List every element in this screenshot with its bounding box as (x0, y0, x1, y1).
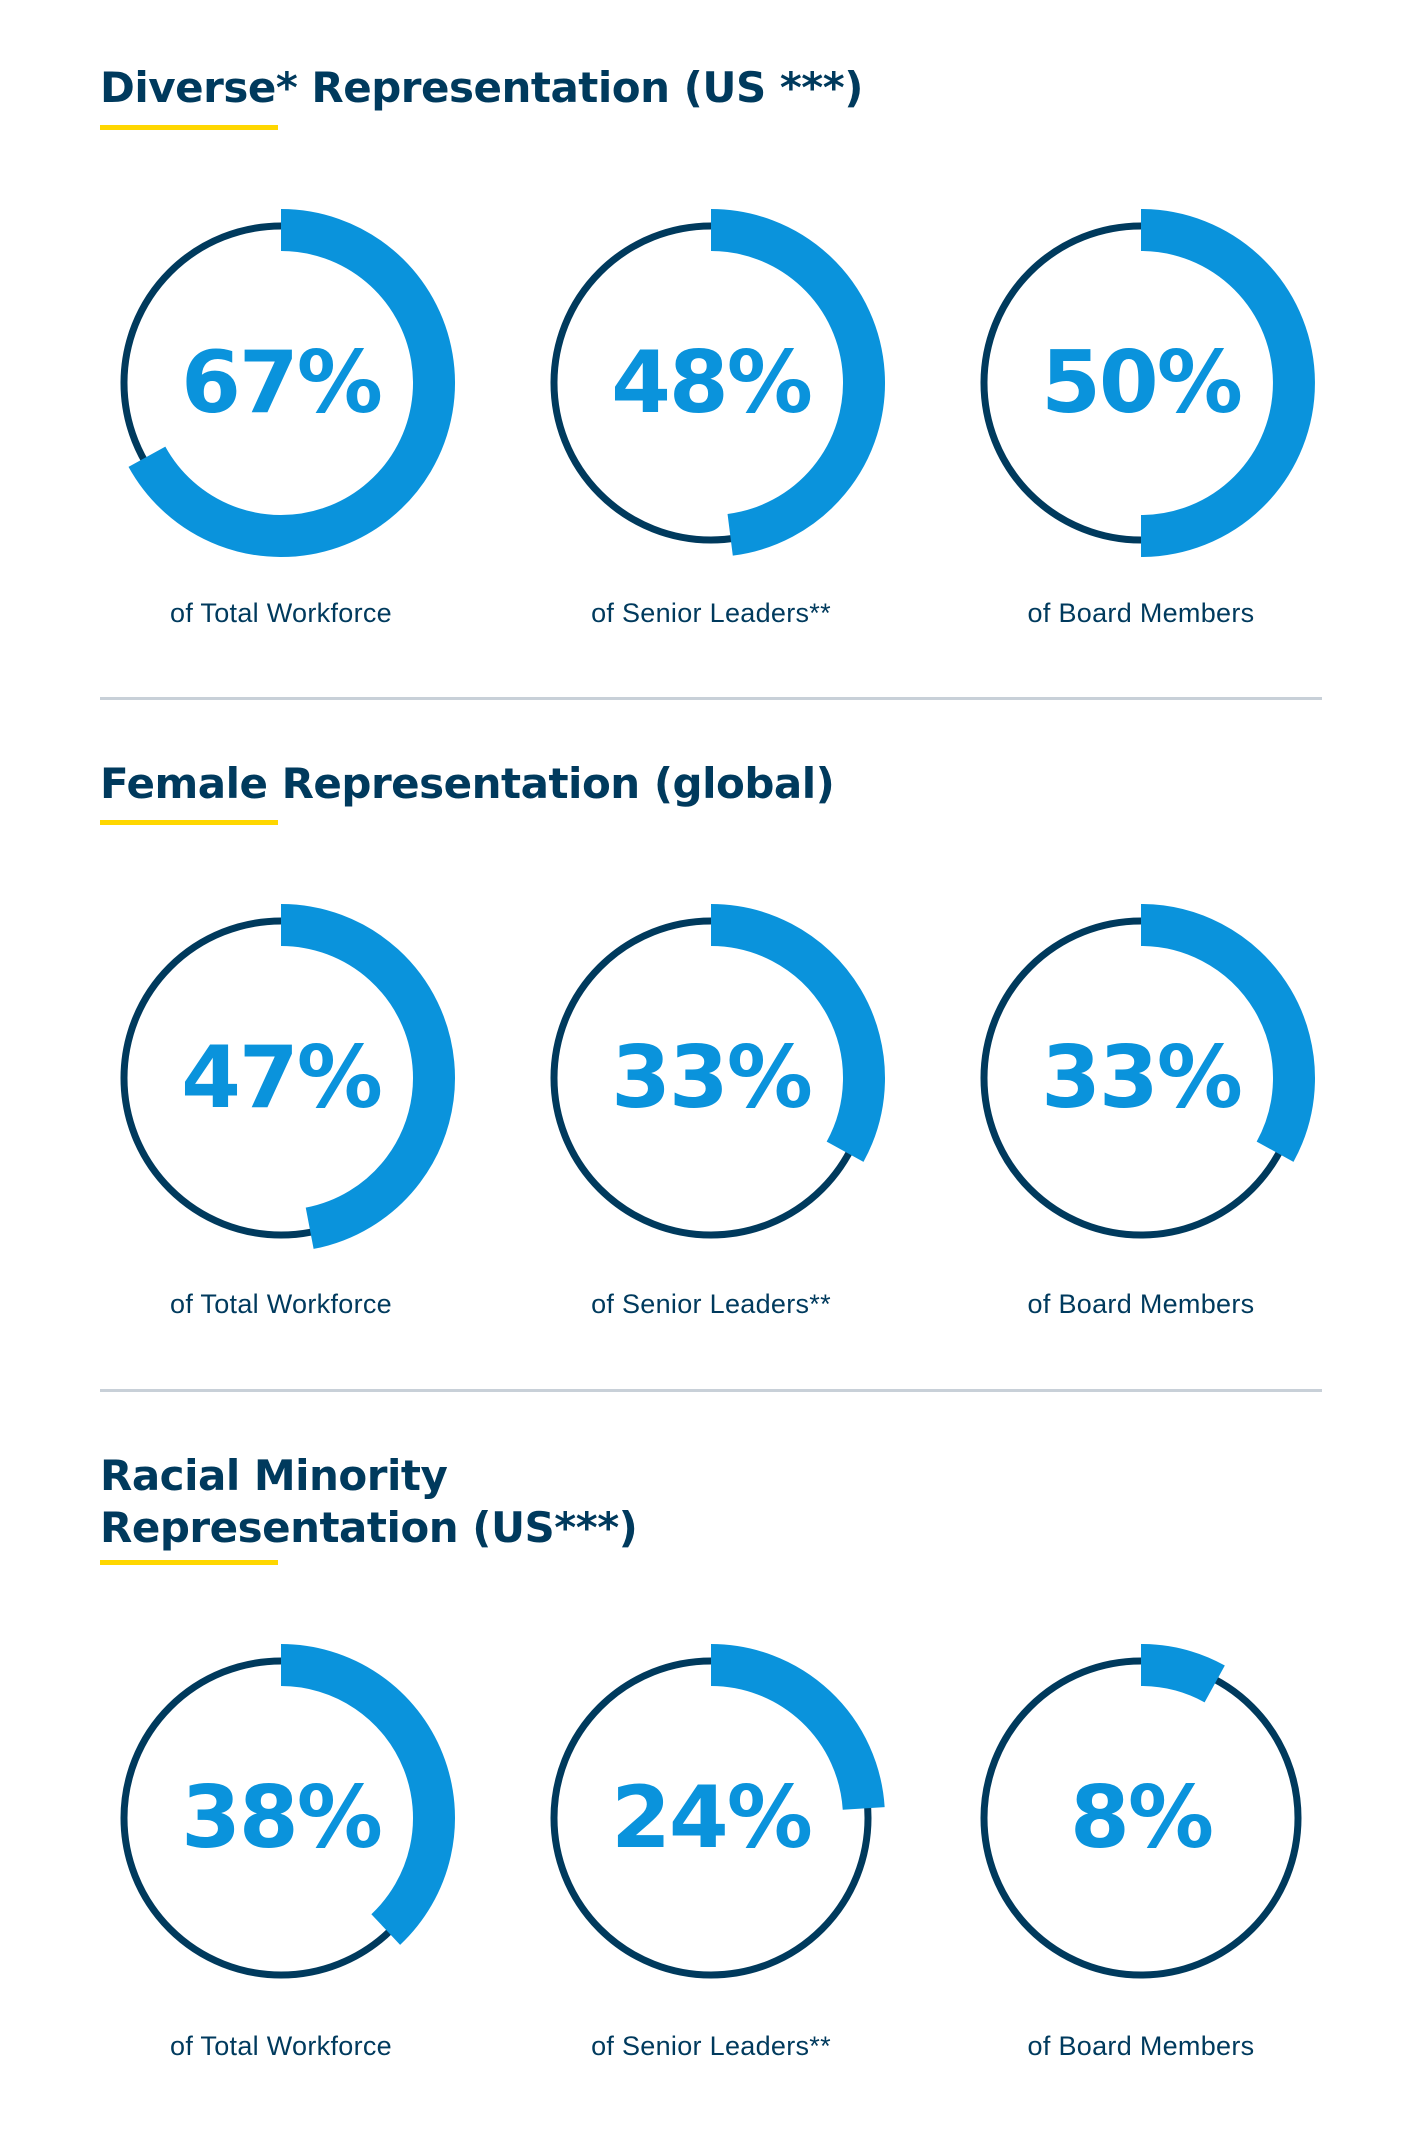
donut-value-arc (1140, 904, 1315, 1162)
donut-label: of Total Workforce (170, 1289, 392, 1319)
donut-percentage: 8% (1069, 1768, 1214, 1868)
donut-chart: 47% (101, 898, 461, 1258)
donut-percentage: 24% (611, 1768, 813, 1868)
donut-label: of Senior Leaders** (591, 2031, 831, 2061)
donut-chart: 67% (101, 203, 461, 563)
donut-svg (120, 209, 455, 557)
donut-chart: 8% (961, 1638, 1321, 1998)
donut-value-arc (280, 1644, 455, 1945)
donut-svg (550, 209, 885, 556)
donut-chart: 38% (101, 1638, 461, 1998)
donut-svg (980, 209, 1315, 557)
donut-label: of Board Members (1027, 1289, 1255, 1319)
donut-percentage: 67% (181, 333, 383, 433)
donut-value-arc (1140, 1644, 1225, 1703)
donut-svg (550, 1644, 885, 1979)
donut-label: of Senior Leaders** (591, 598, 831, 628)
section-title: Racial Minority Representation (US***) (100, 1450, 1100, 1554)
donut-value-arc (280, 904, 455, 1249)
donut-label: of Total Workforce (170, 598, 392, 628)
section-title: Diverse* Representation (US ***) (100, 63, 863, 112)
donut-label: of Total Workforce (170, 2031, 392, 2061)
donut-svg (120, 904, 455, 1249)
donut-chart: 24% (531, 1638, 891, 1998)
donut-label: of Board Members (1027, 2031, 1255, 2061)
donut-value-arc (710, 904, 885, 1162)
title-underline (100, 125, 278, 130)
section-title-line: Racial Minority (100, 1451, 448, 1500)
section-divider (100, 697, 1322, 700)
donut-chart: 48% (531, 203, 891, 563)
donut-svg (550, 904, 885, 1239)
donut-percentage: 50% (1041, 333, 1243, 433)
donut-svg (120, 1644, 455, 1979)
donut-percentage: 33% (611, 1028, 813, 1128)
donut-chart: 33% (531, 898, 891, 1258)
section-title-line: Representation (US***) (100, 1503, 638, 1552)
donut-percentage: 48% (611, 333, 813, 433)
donut-value-arc (710, 1644, 885, 1811)
donut-value-arc (128, 209, 455, 557)
section-divider (100, 1389, 1322, 1392)
donut-percentage: 33% (1041, 1028, 1243, 1128)
title-underline (100, 1560, 278, 1565)
donut-value-arc (1140, 209, 1315, 557)
title-underline (100, 820, 278, 825)
section-title: Female Representation (global) (100, 759, 835, 808)
donut-svg (980, 1644, 1302, 1979)
donut-value-arc (710, 209, 885, 556)
donut-percentage: 38% (181, 1768, 383, 1868)
donut-percentage: 47% (181, 1028, 383, 1128)
donut-label: of Board Members (1027, 598, 1255, 628)
donut-chart: 50% (961, 203, 1321, 563)
donut-label: of Senior Leaders** (591, 1289, 831, 1319)
donut-chart: 33% (961, 898, 1321, 1258)
donut-svg (980, 904, 1315, 1239)
